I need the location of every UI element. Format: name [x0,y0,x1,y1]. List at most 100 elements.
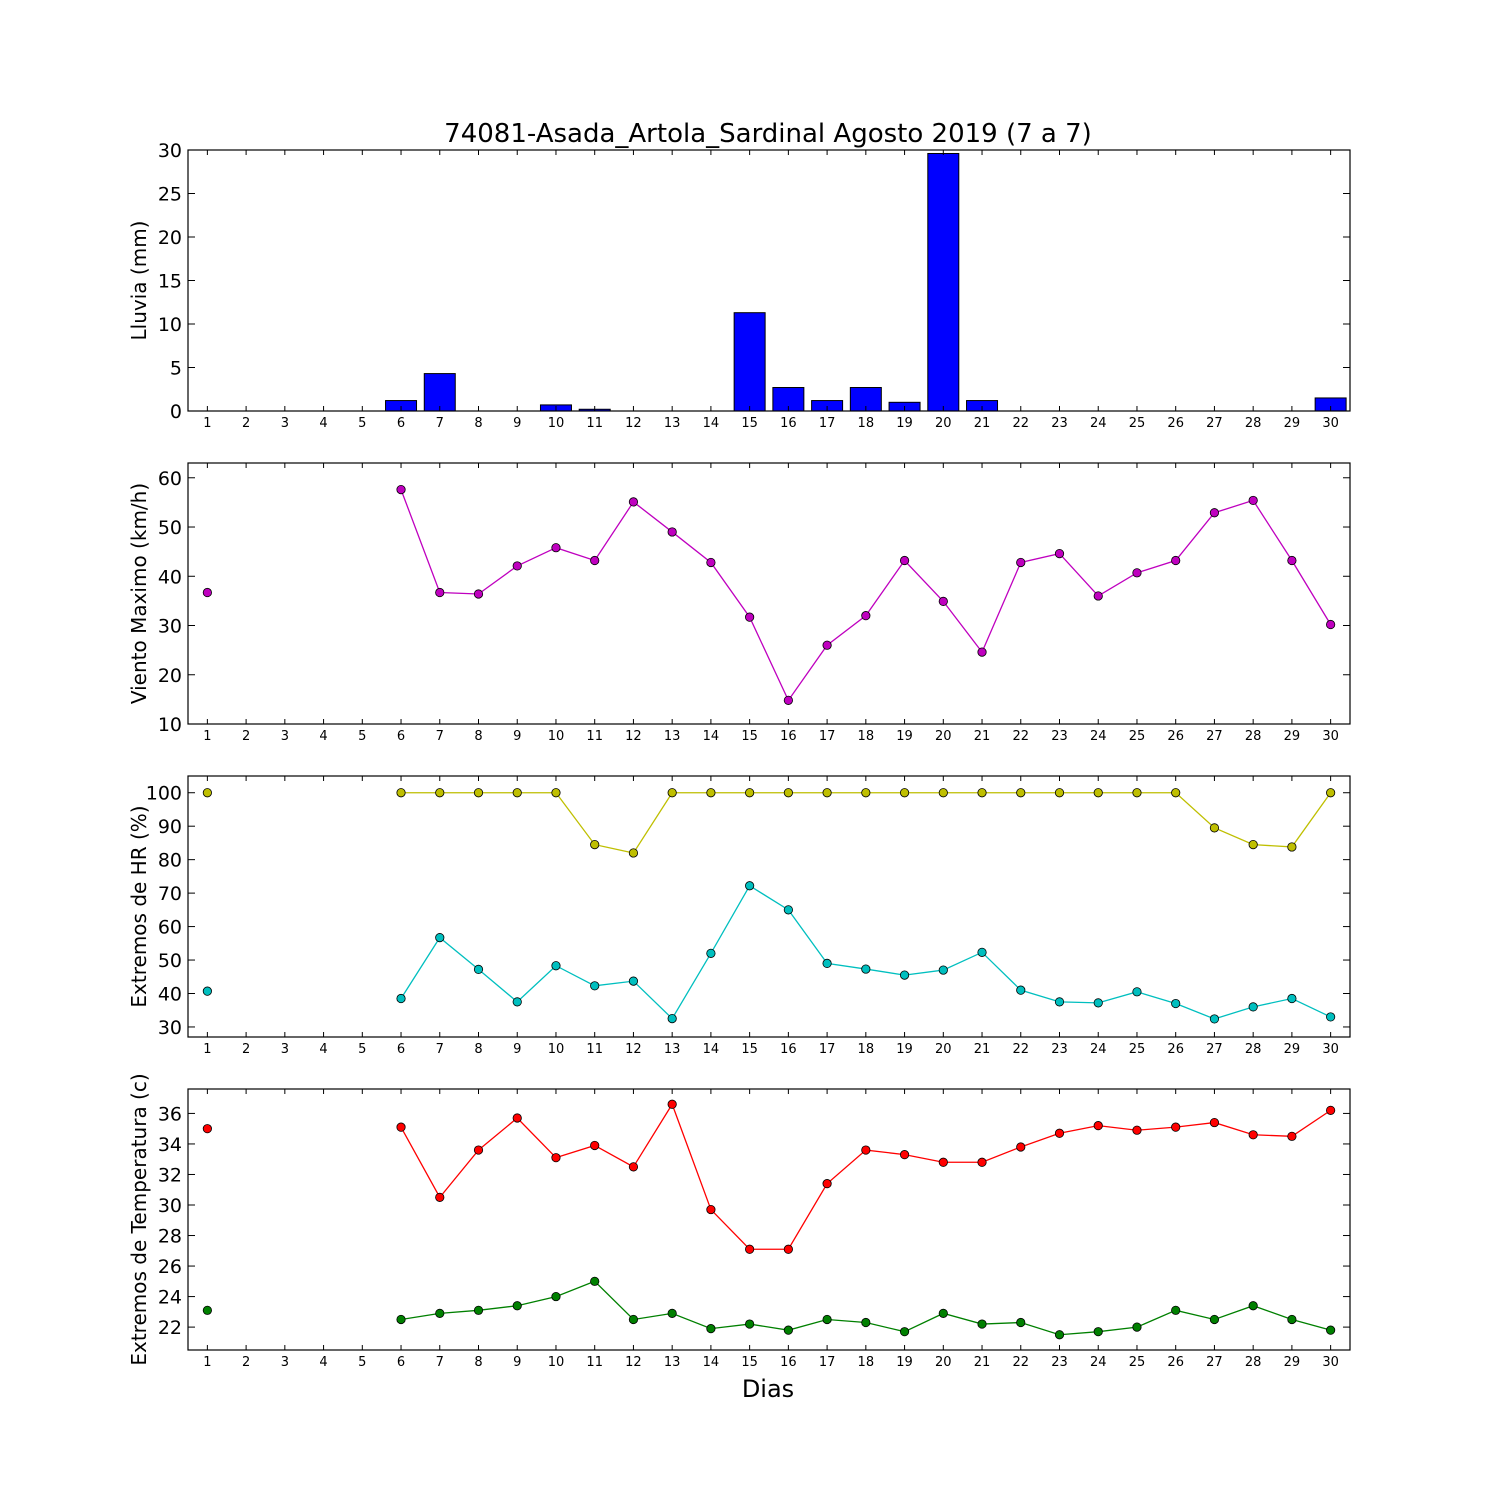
rain-xtick-label-24: 24 [1090,416,1107,431]
temp-ytick-label-34: 34 [158,1134,182,1156]
hr-xtick-label-6: 6 [397,1042,405,1057]
temp-axes-frame [187,1088,1351,1351]
hr-series-1-point-day-28 [1248,839,1258,850]
wind-xtick-label-23: 23 [1051,729,1068,744]
hr-xtick-label-12: 12 [625,1042,642,1057]
hr-xtick-label-29: 29 [1284,1042,1301,1057]
hr-series-1-point-day-29 [1287,842,1297,852]
rain-ytick-label-30: 30 [158,140,182,162]
hr-series-2-point-day-27 [1209,1014,1220,1024]
hr-series-1-point-day-26 [1171,788,1181,798]
hr-xtick-label-2: 2 [242,1042,250,1057]
temp-series-1-point-day-12 [628,1162,639,1172]
wind-ytick-label-60: 60 [158,468,182,490]
temp-series-2-point-day-27 [1209,1314,1220,1325]
wind-series-1-point-day-9 [512,561,522,571]
hr-xtick-label-7: 7 [436,1042,444,1057]
temp-series-2-point-day-9 [512,1301,522,1311]
temp-xtick-label-30: 30 [1322,1355,1339,1370]
wind-series-1-point-day-25 [1132,568,1142,578]
wind-ytick-label-10: 10 [158,714,182,736]
temp-series-1-point-day-23 [1054,1128,1065,1138]
rain-xtick-label-3: 3 [281,416,289,431]
hr-xtick-label-14: 14 [703,1042,720,1057]
hr-series-2-point-day-14 [706,948,716,958]
temp-series-1-point-day-6 [396,1122,406,1132]
temp-ytick-label-30: 30 [158,1195,182,1217]
hr-xtick-label-27: 27 [1206,1042,1223,1057]
temp-series-2-point-day-21 [977,1319,987,1329]
temp-series-1-point-day-18 [861,1145,871,1155]
hr-ytick-label-90: 90 [158,816,182,838]
hr-ytick-label-80: 80 [158,850,182,872]
hr-series-1-point-day-23 [1054,788,1065,798]
hr-axes-frame [187,775,1351,1038]
wind-xtick-label-13: 13 [664,729,681,744]
temp-series-1-point-day-8 [473,1145,484,1155]
wind-xtick-label-16: 16 [780,729,797,744]
hr-series-1-point-day-14 [706,788,716,798]
temp-xtick-label-19: 19 [896,1355,913,1370]
temp-xtick-label-29: 29 [1284,1355,1301,1370]
temp-xtick-label-7: 7 [436,1355,444,1370]
wind-xtick-label-8: 8 [474,729,482,744]
hr-xtick-label-18: 18 [858,1042,875,1057]
wind-series-1-point-day-14 [706,557,716,568]
x-axis-label: Dias [742,1375,794,1403]
rain-ytick-label-20: 20 [158,227,182,249]
hr-xtick-label-19: 19 [896,1042,913,1057]
temp-series-1-point-day-24 [1093,1121,1103,1131]
hr-series-2-point-day-11 [590,981,600,991]
wind-series-1-point-day-21 [977,647,987,657]
rain-xtick-label-26: 26 [1167,416,1184,431]
hr-series-2-point-day-7 [435,933,445,943]
hr-series-1-point-day-27 [1209,823,1220,833]
wind-xtick-label-9: 9 [513,729,521,744]
temp-series-1-point-day-15 [745,1244,755,1254]
temp-series-1-point-day-27 [1209,1117,1220,1128]
rain-xtick-label-6: 6 [397,416,405,431]
temp-series-2-point-day-10 [551,1291,561,1302]
rain-ytick-label-15: 15 [158,271,182,293]
hr-xtick-label-22: 22 [1012,1042,1029,1057]
wind-series-1-point-day-20 [938,596,948,606]
rain-xtick-label-2: 2 [242,416,250,431]
temp-plot-area [188,1089,1350,1350]
wind-series-1-point-day-17 [822,640,832,650]
wind-series-1-point-day-6 [396,484,406,495]
hr-series-1-point-day-24 [1093,788,1103,798]
temp-series-1-point-day-11 [590,1140,600,1151]
rain-xtick-label-4: 4 [319,416,327,431]
temp-series-1-point-day-25 [1132,1125,1142,1135]
rain-xtick-label-8: 8 [474,416,482,431]
temp-series-2-point-day-28 [1248,1301,1258,1311]
temp-series-1-point-day-10 [551,1153,561,1163]
hr-series-2-point-day-15 [745,881,755,891]
rain-xtick-label-25: 25 [1129,416,1146,431]
hr-series-1-point-day-10 [551,788,561,798]
hr-series-1-point-day-30 [1326,788,1336,798]
temp-series-1-point-day-17 [822,1179,832,1189]
wind-xtick-label-17: 17 [819,729,836,744]
hr-series-2-point-day-24 [1093,998,1103,1008]
temp-xtick-label-15: 15 [741,1355,758,1370]
rain-xtick-label-10: 10 [548,416,565,431]
wind-series-1-point-day-10 [551,543,561,553]
temp-ytick-label-28: 28 [158,1226,182,1248]
hr-xtick-label-23: 23 [1051,1042,1068,1057]
rain-xtick-label-14: 14 [703,416,720,431]
rain-bar-day-20 [927,152,960,412]
hr-xtick-label-21: 21 [974,1042,991,1057]
wind-series-1-point-day-13 [667,527,677,537]
temp-ytick-label-24: 24 [158,1287,182,1309]
hr-series-2-point-day-8 [473,964,484,975]
hr-series-2-point-day-12 [628,976,639,986]
temp-xtick-label-28: 28 [1245,1355,1262,1370]
temp-xtick-label-21: 21 [974,1355,991,1370]
hr-xtick-label-11: 11 [586,1042,603,1057]
wind-axes-frame [187,462,1351,725]
wind-plot-area [188,463,1350,724]
temp-xtick-label-17: 17 [819,1355,836,1370]
